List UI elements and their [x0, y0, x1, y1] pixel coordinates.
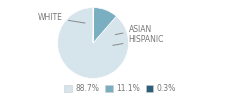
- Text: HISPANIC: HISPANIC: [113, 35, 164, 45]
- Text: WHITE: WHITE: [38, 13, 85, 23]
- Text: ASIAN: ASIAN: [115, 25, 152, 35]
- Wedge shape: [58, 8, 129, 79]
- Legend: 88.7%, 11.1%, 0.3%: 88.7%, 11.1%, 0.3%: [61, 81, 179, 96]
- Wedge shape: [93, 8, 116, 43]
- Wedge shape: [93, 8, 94, 43]
